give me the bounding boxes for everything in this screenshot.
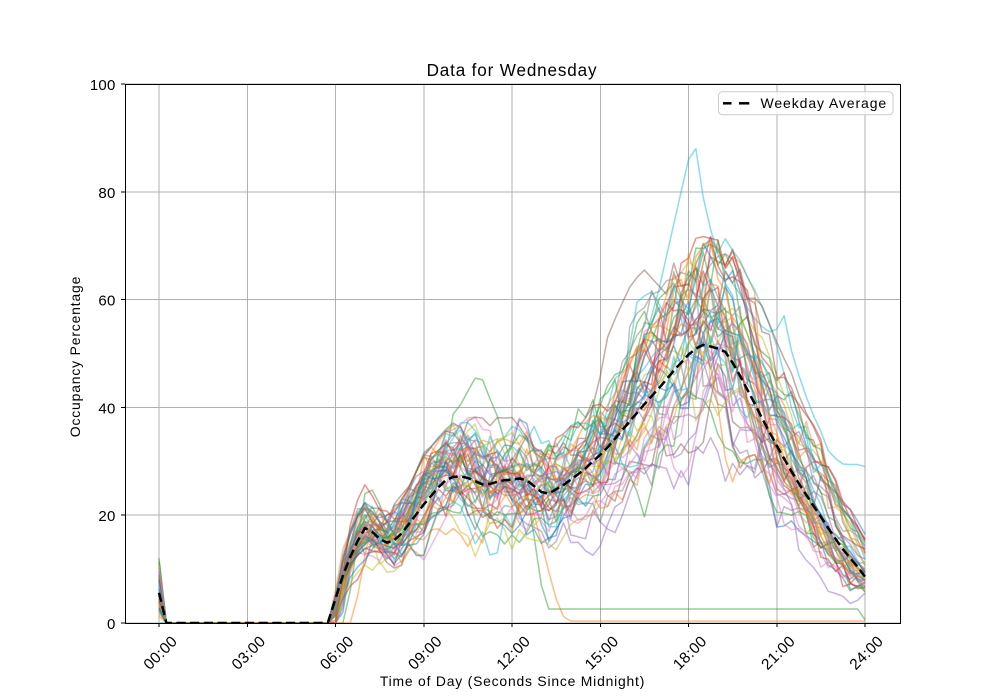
svg-text:40: 40	[98, 400, 115, 417]
svg-text:Data for Wednesday: Data for Wednesday	[427, 61, 598, 80]
svg-text:Occupancy Percentage: Occupancy Percentage	[67, 276, 83, 437]
svg-text:20: 20	[98, 508, 115, 525]
svg-text:60: 60	[98, 293, 115, 310]
svg-text:80: 80	[98, 185, 115, 202]
svg-text:Time of Day (Seconds Since Mid: Time of Day (Seconds Since Midnight)	[380, 673, 645, 689]
svg-text:Weekday Average: Weekday Average	[761, 95, 888, 111]
svg-text:0: 0	[107, 616, 116, 633]
svg-text:100: 100	[90, 77, 116, 94]
